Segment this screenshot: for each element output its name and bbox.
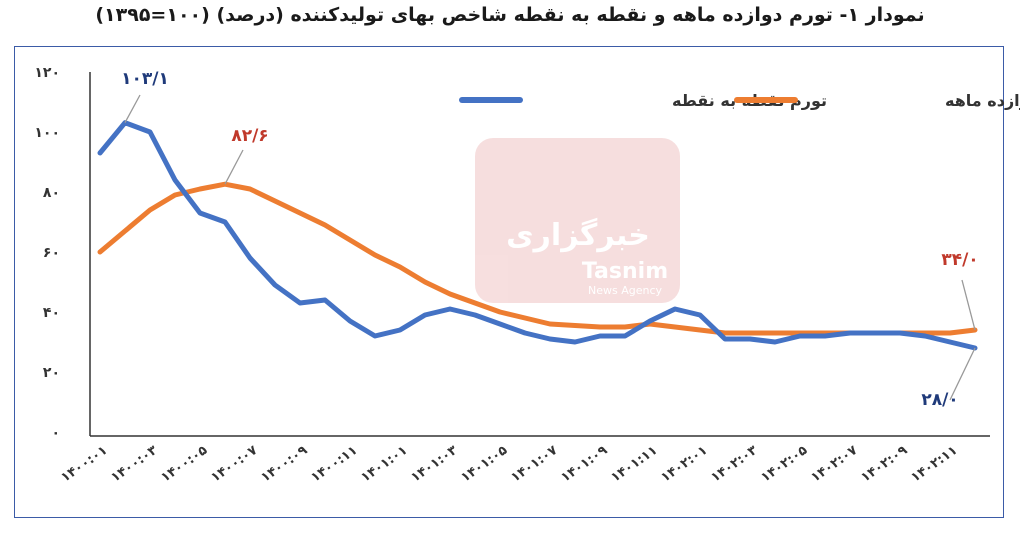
watermark-brand: Tasnim (582, 259, 668, 284)
annotations: ۱۰۳/۱ ۸۲/۶ ۳۴/۰ ۲۸/۰ (121, 69, 979, 410)
x-tick-label: ۱۴۰۲:۰۱ (658, 443, 710, 486)
annotation-label: ۳۴/۰ (941, 250, 978, 270)
series-line-point-to-point (97, 120, 978, 351)
x-tick-label: ۱۴۰۲:۰۳ (708, 443, 760, 486)
x-tick-label: ۱۴۰۲:۰۷ (808, 443, 860, 486)
annotation-leader (961, 279, 976, 331)
y-tick-label: ۱۲۰ (34, 65, 60, 81)
annotation-label: ۲۸/۰ (921, 390, 958, 410)
annotation-leader (224, 149, 244, 185)
y-ticks: ۰ ۲۰ ۴۰ ۶۰ ۸۰ ۱۰۰ ۱۲۰ (34, 65, 60, 441)
watermark-sub: News Agency (588, 284, 663, 297)
legend: تورم نقطه به نقطه تورم دوازده ماهه (459, 91, 1020, 110)
x-tick-label: ۱۴۰۲:۱۱ (908, 443, 960, 486)
x-tick-label: ۱۴۰۰:۱۱ (308, 443, 360, 486)
x-tick-label: ۱۴۰۱:۰۹ (558, 443, 610, 486)
x-tick-label: ۱۴۰۲:۰۵ (758, 443, 810, 486)
legend-label-annual: تورم دوازده ماهه (945, 91, 1020, 110)
x-tick-label: ۱۴۰۲:۰۹ (858, 443, 910, 486)
x-tick-label: ۱۴۰۱:۰۷ (508, 443, 560, 486)
x-tick-label: ۱۴۰۰:۰۳ (108, 443, 160, 486)
y-tick-label: ۱۰۰ (34, 125, 60, 141)
y-tick-label: ۶۰ (43, 245, 60, 261)
x-tick-label: ۱۴۰۰:۰۹ (258, 443, 310, 486)
x-tick-label: ۱۴۰۱:۰۳ (408, 443, 460, 486)
chart-frame (14, 46, 1004, 518)
annotation-label: ۱۰۳/۱ (121, 69, 169, 89)
x-tick-label: ۱۴۰۱:۱۱ (608, 443, 660, 486)
x-tick-label: ۱۴۰۰:۰۵ (158, 443, 210, 486)
y-tick-label: ۰ (51, 425, 60, 441)
x-tick-label: ۱۴۰۰:۰۷ (208, 443, 260, 486)
y-tick-label: ۸۰ (43, 185, 60, 201)
y-tick-label: ۲۰ (43, 365, 60, 381)
x-tick-label: ۱۴۰۱:۰۵ (458, 443, 510, 486)
y-tick-label: ۴۰ (43, 305, 60, 321)
annotation-leader (949, 347, 976, 401)
series-lines (97, 120, 978, 351)
chart-title: نمودار ۱- تورم دوازده ماهه و نقطه به نقط… (95, 4, 925, 26)
x-tick-label: ۱۴۰۰:۰۱ (58, 443, 110, 486)
watermark-badge (475, 138, 680, 303)
x-tick-label: ۱۴۰۱:۰۱ (358, 443, 410, 486)
watermark-fa: خبرگزاری (506, 217, 650, 253)
watermark: خبرگزاری Tasnim News Agency (475, 138, 680, 303)
annotation-label: ۸۲/۶ (231, 126, 268, 146)
annotation-leader (124, 94, 141, 124)
x-ticks: ۱۴۰۰:۰۱۱۴۰۰:۰۳۱۴۰۰:۰۵۱۴۰۰:۰۷۱۴۰۰:۰۹۱۴۰۰:… (58, 443, 960, 486)
